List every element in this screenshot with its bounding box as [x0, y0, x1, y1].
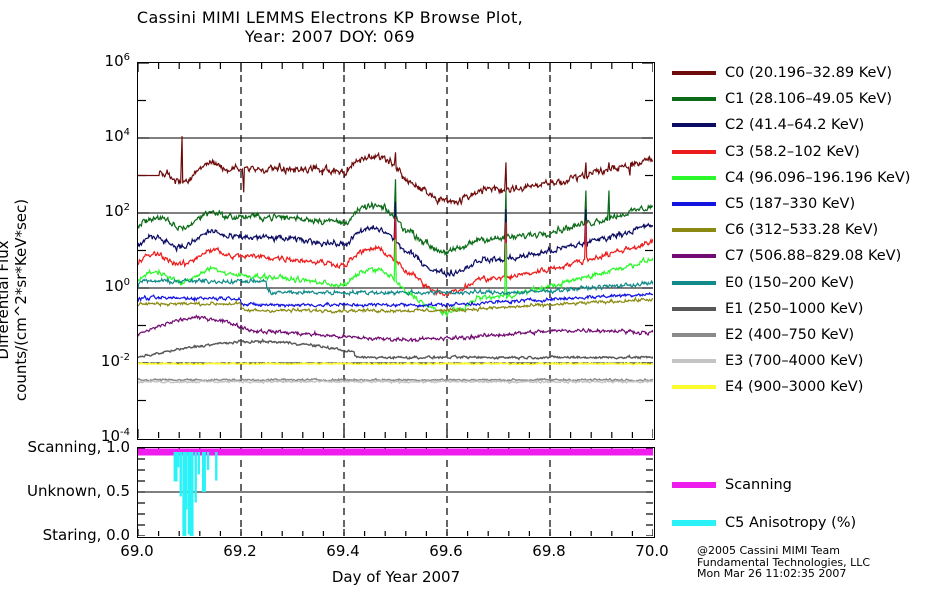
legend-label: C3 (58.2–102 KeV): [725, 143, 860, 160]
y-tick-10e2: 102: [104, 202, 130, 220]
y-tick-10e0: 100: [104, 277, 130, 295]
legend-label: C4 (96.096–196.196 KeV): [725, 169, 911, 186]
legend-item-anisotropy: C5 Anisotropy (%): [672, 504, 950, 542]
flux-traces: [138, 63, 653, 438]
bottom-label-2: Staring, 0.0: [42, 526, 130, 544]
y-axis-label-line-1: Differential Flux: [0, 240, 12, 360]
legend-item-C1: C1 (28.106–49.05 KeV): [672, 86, 950, 112]
legend-label: C1 (28.106–49.05 KeV): [725, 91, 893, 108]
legend-item-C7: C7 (506.88–829.08 KeV): [672, 243, 950, 269]
legend-swatch-icon: [672, 149, 716, 154]
scan-mode-panel: [137, 447, 655, 538]
legend-item-C2: C2 (41.4–64.2 KeV): [672, 112, 950, 138]
trace-C1: [138, 179, 653, 257]
legend-item-scanning: Scanning: [672, 466, 950, 504]
y-tick-10e6: 106: [104, 52, 130, 70]
x-tick-70.0: 70.0: [635, 542, 669, 560]
legend-swatch-icon: [672, 385, 716, 390]
trace-C4: [138, 239, 653, 318]
legend-label: C2 (41.4–64.2 KeV): [725, 117, 865, 134]
legend-swatch-icon: [672, 359, 716, 364]
legend-label: C5 Anisotropy (%): [725, 515, 857, 531]
legend-swatch-icon: [672, 97, 716, 102]
legend-swatch-icon: [672, 228, 716, 233]
trace-C0: [138, 136, 653, 206]
page-title: Cassini MIMI LEMMS Electrons KP Browse P…: [0, 8, 660, 46]
legend-swatch-icon: [672, 254, 716, 259]
trace-E3: [138, 379, 653, 385]
trace-E2: [138, 377, 653, 383]
legend-label: C7 (506.88–829.08 KeV): [725, 248, 902, 265]
legend-item-C6: C6 (312–533.28 KeV): [672, 217, 950, 243]
legend-label: E0 (150–200 KeV): [725, 274, 855, 291]
trace-E1: [138, 338, 653, 361]
legend-swatch-icon: [672, 332, 716, 337]
legend-label: C6 (312–533.28 KeV): [725, 222, 879, 239]
legend-label: E4 (900–3000 KeV): [725, 379, 864, 396]
legend-swatch-icon: [672, 306, 716, 311]
legend-label: C0 (20.196–32.89 KeV): [725, 65, 893, 82]
trace-E4: [138, 361, 653, 366]
legend-swatch-icon: [672, 280, 716, 285]
legend-item-E2: E2 (400–750 KeV): [672, 322, 950, 348]
legend-item-E4: E4 (900–3000 KeV): [672, 374, 950, 400]
legend-label: E3 (700–4000 KeV): [725, 353, 864, 370]
legend-item-E0: E0 (150–200 KeV): [672, 270, 950, 296]
bottom-label-1: Unknown, 0.5: [26, 482, 130, 500]
legend-swatch-icon: [672, 175, 716, 180]
x-tick-69.2: 69.2: [223, 542, 257, 560]
x-tick-69.6: 69.6: [429, 542, 463, 560]
legend-swatch-icon: [672, 482, 716, 488]
series-legend: C0 (20.196–32.89 KeV) C1 (28.106–49.05 Ke…: [672, 60, 950, 400]
legend-item-C3: C3 (58.2–102 KeV): [672, 139, 950, 165]
legend-label: C5 (187–330 KeV): [725, 196, 856, 213]
legend-label: Scanning: [725, 477, 792, 493]
title-line-2: Year: 2007 DOY: 069: [244, 27, 416, 46]
trace-C2: [138, 201, 653, 279]
legend-item-E3: E3 (700–4000 KeV): [672, 348, 950, 374]
trace-C5: [138, 291, 653, 309]
anisotropy-traces: [138, 448, 653, 536]
y-axis-label: Differential Flux counts/(cm^2*sr*KeV*se…: [0, 150, 30, 450]
bottom-label-0: Scanning, 1.0: [27, 438, 130, 456]
credits-text: @2005 Cassini MIMI Team Fundamental Tech…: [697, 544, 871, 581]
y-tick-10e4: 104: [104, 127, 130, 145]
legend-swatch-icon: [672, 520, 716, 526]
trace-C6: [138, 296, 653, 314]
x-tick-69.4: 69.4: [326, 542, 360, 560]
y-tick-10e-2: 10-2: [100, 352, 130, 370]
legend-item-C5: C5 (187–330 KeV): [672, 191, 950, 217]
y-tick-10e-4: 10-4: [100, 427, 130, 445]
y-axis-label-line-2: counts/(cm^2*sr*KeV*sec): [12, 198, 30, 402]
trace-E0: [138, 277, 653, 297]
main-plot-area: [137, 62, 655, 440]
legend-item-E1: E1 (250–1000 KeV): [672, 296, 950, 322]
legend-label: E1 (250–1000 KeV): [725, 300, 864, 317]
x-tick-69.0: 69.0: [120, 542, 154, 560]
x-tick-69.8: 69.8: [532, 542, 566, 560]
mode-legend: Scanning C5 Anisotropy (%): [672, 466, 950, 542]
x-axis-label: Day of Year 2007: [331, 568, 461, 586]
legend-swatch-icon: [672, 202, 716, 207]
legend-swatch-icon: [672, 123, 716, 128]
title-line-1: Cassini MIMI LEMMS Electrons KP Browse P…: [136, 8, 524, 27]
legend-item-C0: C0 (20.196–32.89 KeV): [672, 60, 950, 86]
legend-item-C4: C4 (96.096–196.196 KeV): [672, 165, 950, 191]
legend-label: E2 (400–750 KeV): [725, 326, 855, 343]
legend-swatch-icon: [672, 71, 716, 76]
trace-C7: [138, 314, 653, 343]
trace-C3: [138, 216, 653, 297]
